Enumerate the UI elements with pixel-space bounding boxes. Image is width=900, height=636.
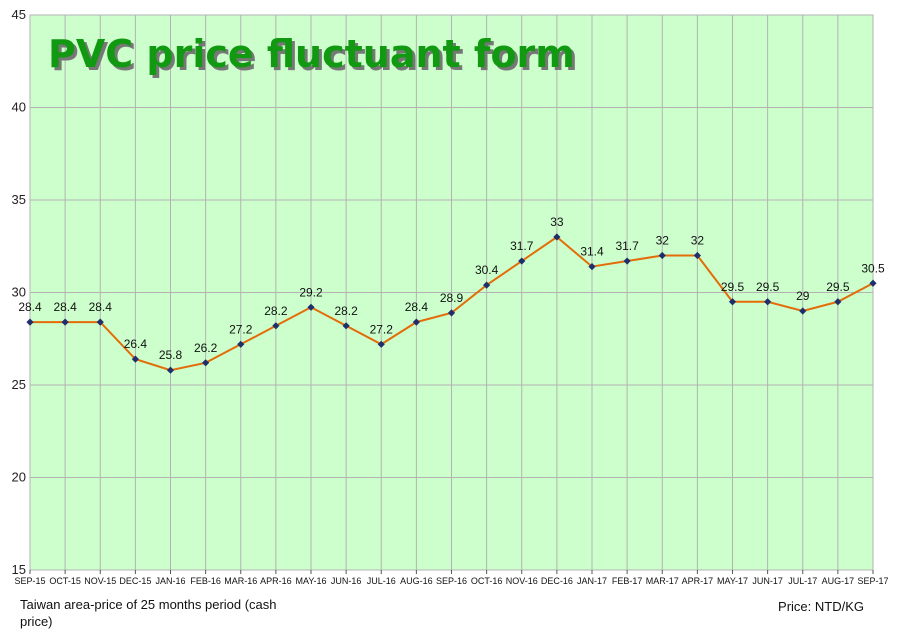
data-label: 28.2 bbox=[334, 304, 358, 318]
x-tick-label: JUN-17 bbox=[752, 576, 783, 586]
data-point bbox=[166, 366, 175, 374]
x-tick-label: AUG-16 bbox=[400, 576, 433, 586]
y-tick-label: 25 bbox=[12, 377, 26, 392]
data-point bbox=[342, 322, 350, 330]
data-markers bbox=[26, 233, 877, 374]
data-point bbox=[202, 359, 210, 367]
data-point bbox=[728, 298, 737, 306]
y-tick-label: 20 bbox=[12, 470, 26, 485]
y-axis-tick-labels: 15 20 25 30 35 40 45 bbox=[12, 7, 26, 577]
data-point bbox=[693, 251, 701, 260]
x-tick-label: OCT-15 bbox=[49, 576, 81, 586]
data-label: 32 bbox=[691, 234, 705, 248]
data-label: 26.2 bbox=[194, 341, 218, 355]
data-point bbox=[237, 340, 245, 348]
data-point bbox=[377, 340, 385, 348]
x-tick-label: APR-17 bbox=[682, 576, 714, 586]
x-tick-label: NOV-16 bbox=[506, 576, 538, 586]
data-point bbox=[518, 257, 526, 265]
data-point bbox=[307, 303, 315, 311]
chart-title: PVC price fluctuant form bbox=[48, 32, 575, 76]
x-tick-label: SEP-15 bbox=[14, 576, 45, 586]
y-tick-label: 15 bbox=[12, 562, 26, 577]
data-label: 28.4 bbox=[89, 300, 113, 314]
x-tick-label: SEP-17 bbox=[857, 576, 888, 586]
data-label: 28.4 bbox=[18, 300, 42, 314]
data-point bbox=[553, 233, 561, 241]
data-label: 32 bbox=[656, 234, 670, 248]
x-tick-label: MAY-17 bbox=[717, 576, 748, 586]
data-point bbox=[623, 257, 631, 265]
x-axis-tick-labels: SEP-15 OCT-15 NOV-15 DEC-15 JAN-16 FEB-16 MAR-… bbox=[14, 576, 888, 586]
data-point bbox=[412, 318, 420, 326]
chart-title-shadow: PVC price fluctuant form bbox=[51, 35, 578, 79]
data-label: 30.5 bbox=[861, 261, 885, 275]
data-point bbox=[588, 263, 596, 271]
data-point bbox=[658, 251, 666, 260]
data-point bbox=[26, 318, 34, 326]
y-tick-label: 35 bbox=[12, 192, 26, 207]
gridlines bbox=[29, 14, 874, 574]
data-label: 33 bbox=[550, 215, 564, 229]
footnote-right: Price: NTD/KG bbox=[778, 599, 864, 614]
data-label: 28.2 bbox=[264, 304, 288, 318]
x-tick-label: DEC-15 bbox=[119, 576, 151, 586]
data-label: 26.4 bbox=[124, 337, 148, 351]
data-point bbox=[799, 307, 807, 315]
x-tick-label: JUN-16 bbox=[331, 576, 362, 586]
data-label: 29.5 bbox=[721, 280, 745, 294]
x-tick-label: FEB-16 bbox=[190, 576, 221, 586]
x-tick-label: DEC-16 bbox=[541, 576, 573, 586]
x-tick-label: JUL-16 bbox=[367, 576, 396, 586]
data-point bbox=[96, 318, 104, 326]
data-label: 25.8 bbox=[159, 348, 183, 362]
x-tick-label: OCT-16 bbox=[471, 576, 503, 586]
data-label: 27.2 bbox=[229, 322, 253, 336]
data-point bbox=[131, 355, 139, 363]
data-label: 30.4 bbox=[475, 263, 499, 277]
data-point bbox=[483, 281, 491, 289]
x-tick-label: MAR-17 bbox=[646, 576, 679, 586]
data-labels: 28.4 28.4 28.4 26.4 25.8 26.2 27.2 28.2 29.2 28.2… bbox=[18, 215, 885, 362]
data-label: 28.9 bbox=[440, 291, 464, 305]
data-point bbox=[61, 318, 69, 326]
data-point bbox=[447, 309, 456, 317]
data-label: 29.5 bbox=[826, 280, 850, 294]
data-label: 29 bbox=[796, 289, 810, 303]
data-label: 29.5 bbox=[756, 280, 780, 294]
x-tick-label: MAY-16 bbox=[295, 576, 326, 586]
data-label: 31.7 bbox=[615, 239, 639, 253]
data-label: 28.4 bbox=[53, 300, 77, 314]
y-tick-label: 40 bbox=[12, 100, 26, 115]
data-point bbox=[834, 298, 842, 306]
x-tick-label: APR-16 bbox=[260, 576, 292, 586]
data-point bbox=[764, 298, 772, 306]
x-tick-label: JAN-17 bbox=[577, 576, 607, 586]
data-label: 29.2 bbox=[299, 285, 323, 299]
x-tick-label: AUG-17 bbox=[822, 576, 855, 586]
x-tick-label: NOV-15 bbox=[84, 576, 116, 586]
x-tick-label: SEP-16 bbox=[436, 576, 467, 586]
x-tick-label: JAN-16 bbox=[155, 576, 185, 586]
data-label: 31.4 bbox=[580, 245, 604, 259]
data-label: 28.4 bbox=[405, 300, 429, 314]
x-tick-label: FEB-17 bbox=[612, 576, 643, 586]
data-point bbox=[272, 322, 280, 330]
x-tick-label: MAR-16 bbox=[224, 576, 257, 586]
y-tick-label: 30 bbox=[12, 285, 26, 300]
data-point bbox=[869, 279, 877, 287]
y-tick-label: 45 bbox=[12, 7, 26, 22]
data-label: 27.2 bbox=[370, 322, 394, 336]
data-label: 31.7 bbox=[510, 239, 534, 253]
footnote-left: Taiwan area-price of 25 months period (c… bbox=[20, 597, 277, 629]
x-tick-label: JUL-17 bbox=[788, 576, 817, 586]
